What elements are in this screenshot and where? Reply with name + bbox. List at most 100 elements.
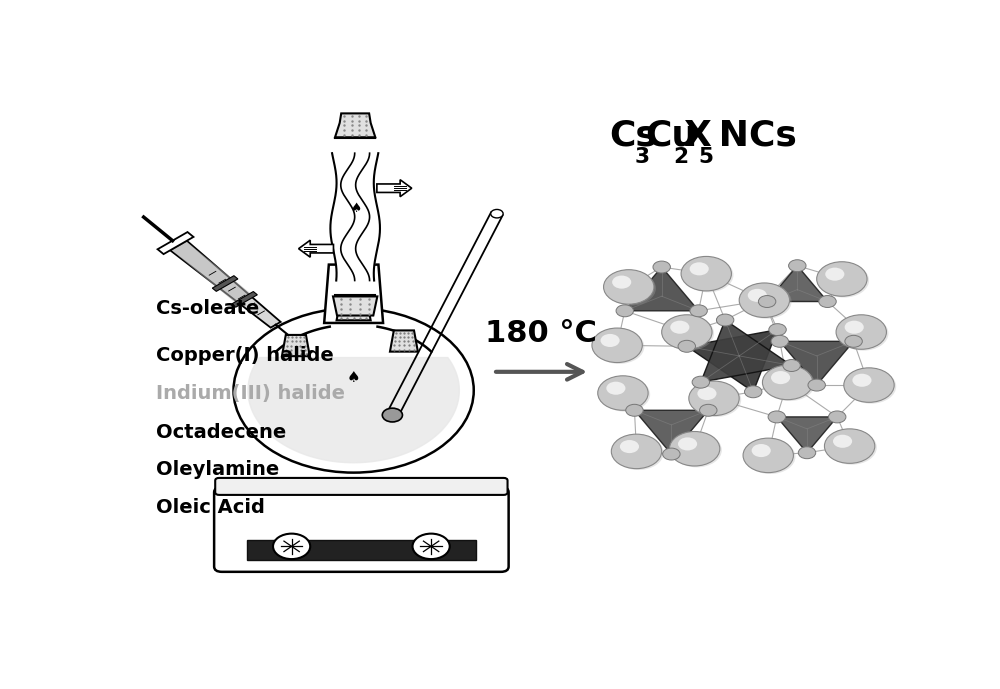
- Circle shape: [690, 305, 707, 317]
- Circle shape: [592, 328, 642, 362]
- Circle shape: [594, 329, 644, 364]
- Circle shape: [689, 381, 739, 415]
- Circle shape: [413, 533, 450, 559]
- Circle shape: [741, 285, 792, 319]
- Text: Cs-oleate: Cs-oleate: [156, 298, 259, 318]
- Polygon shape: [377, 180, 412, 196]
- Circle shape: [671, 433, 722, 467]
- Circle shape: [833, 435, 852, 448]
- Text: 180 °C: 180 °C: [485, 319, 597, 348]
- Circle shape: [825, 267, 844, 280]
- Circle shape: [852, 373, 872, 387]
- Text: Oleic Acid: Oleic Acid: [156, 497, 265, 517]
- Circle shape: [678, 438, 697, 451]
- Circle shape: [826, 430, 877, 464]
- Circle shape: [683, 258, 733, 292]
- Text: NCs: NCs: [706, 119, 797, 153]
- Polygon shape: [767, 266, 828, 302]
- Circle shape: [789, 260, 806, 271]
- Circle shape: [764, 367, 815, 401]
- Polygon shape: [634, 410, 708, 454]
- Text: X: X: [683, 119, 711, 153]
- Circle shape: [845, 320, 864, 333]
- Text: Oleylamine: Oleylamine: [156, 460, 279, 480]
- Circle shape: [491, 209, 503, 218]
- Circle shape: [838, 316, 888, 351]
- Circle shape: [598, 376, 648, 410]
- Polygon shape: [701, 320, 792, 382]
- Circle shape: [691, 382, 741, 417]
- Circle shape: [771, 371, 790, 384]
- Polygon shape: [248, 358, 459, 463]
- Circle shape: [771, 336, 788, 347]
- Circle shape: [600, 377, 650, 411]
- Text: Cs: Cs: [609, 119, 657, 153]
- Polygon shape: [299, 240, 333, 257]
- Circle shape: [845, 336, 862, 347]
- Circle shape: [783, 360, 800, 371]
- Circle shape: [678, 340, 696, 352]
- Text: 2: 2: [674, 147, 689, 167]
- Circle shape: [844, 368, 894, 402]
- Polygon shape: [337, 296, 371, 320]
- Circle shape: [653, 261, 670, 273]
- Circle shape: [700, 404, 717, 416]
- Circle shape: [273, 533, 310, 559]
- Circle shape: [616, 305, 633, 317]
- Polygon shape: [212, 276, 238, 291]
- Circle shape: [716, 314, 734, 326]
- Circle shape: [611, 434, 662, 469]
- Circle shape: [697, 387, 717, 400]
- Polygon shape: [330, 153, 380, 280]
- Circle shape: [824, 429, 875, 463]
- Polygon shape: [158, 232, 193, 254]
- Bar: [247, 540, 476, 560]
- Circle shape: [743, 438, 793, 473]
- Circle shape: [748, 289, 767, 302]
- Ellipse shape: [234, 308, 474, 473]
- Circle shape: [670, 320, 689, 333]
- Circle shape: [612, 276, 631, 289]
- Text: Indium(III) halide: Indium(III) halide: [156, 384, 345, 402]
- Circle shape: [768, 411, 786, 423]
- Circle shape: [606, 382, 625, 395]
- Polygon shape: [780, 341, 854, 385]
- Polygon shape: [777, 417, 837, 453]
- Circle shape: [836, 315, 886, 349]
- Circle shape: [626, 404, 643, 416]
- Circle shape: [606, 271, 656, 305]
- Polygon shape: [232, 291, 257, 307]
- Text: Cu: Cu: [645, 119, 697, 153]
- Polygon shape: [333, 296, 377, 316]
- Circle shape: [382, 408, 402, 422]
- Circle shape: [745, 440, 795, 474]
- FancyBboxPatch shape: [215, 478, 508, 495]
- Polygon shape: [687, 329, 778, 392]
- Circle shape: [762, 365, 813, 400]
- Circle shape: [798, 446, 816, 459]
- Circle shape: [745, 386, 762, 398]
- Circle shape: [620, 440, 639, 453]
- Text: 3: 3: [635, 147, 650, 167]
- Circle shape: [739, 283, 790, 318]
- Circle shape: [758, 296, 776, 307]
- Circle shape: [664, 316, 714, 351]
- FancyBboxPatch shape: [214, 487, 509, 572]
- Circle shape: [690, 263, 709, 276]
- Polygon shape: [390, 331, 418, 351]
- Circle shape: [669, 431, 720, 466]
- Circle shape: [808, 379, 825, 391]
- Circle shape: [601, 334, 620, 347]
- Circle shape: [817, 262, 867, 296]
- Text: ♠: ♠: [347, 369, 360, 384]
- Polygon shape: [335, 114, 375, 137]
- Circle shape: [613, 435, 664, 470]
- Circle shape: [752, 444, 771, 457]
- Circle shape: [819, 296, 836, 307]
- Circle shape: [662, 315, 712, 349]
- Circle shape: [663, 448, 680, 460]
- Circle shape: [828, 411, 846, 423]
- Text: ♠: ♠: [350, 203, 361, 216]
- Polygon shape: [324, 265, 383, 323]
- Circle shape: [769, 324, 786, 336]
